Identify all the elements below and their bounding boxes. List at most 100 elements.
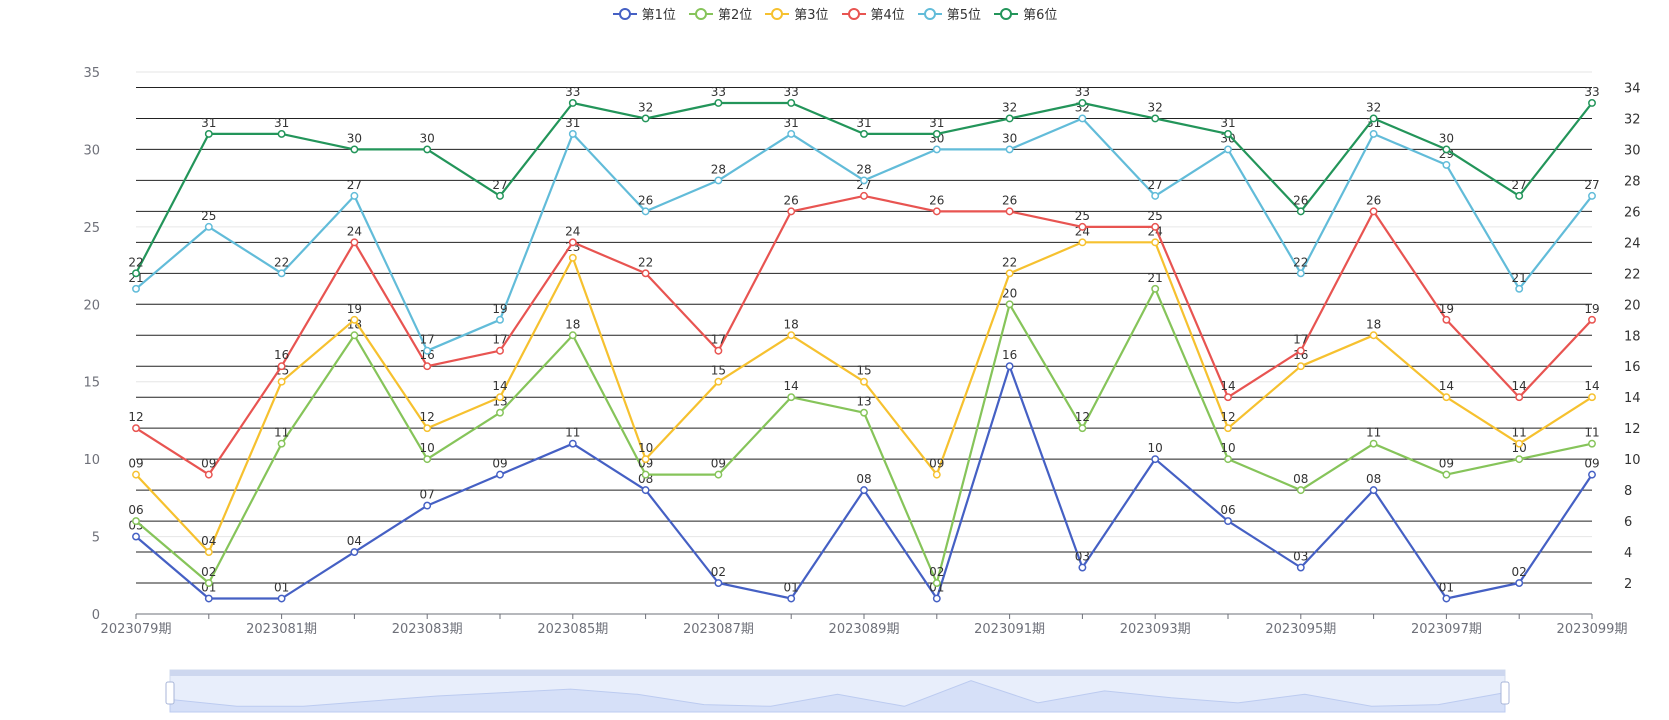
legend-line-circle-icon bbox=[688, 7, 713, 20]
data-point bbox=[641, 269, 650, 278]
legend-item-3[interactable]: 第3位 bbox=[764, 4, 829, 23]
data-label: 30 bbox=[420, 131, 435, 145]
data-point bbox=[423, 424, 432, 433]
y-tick-label-right: 4 bbox=[1624, 546, 1632, 561]
data-point bbox=[1588, 191, 1596, 200]
chart-legend: 第1位 第2位 第3位 第4位 第5位 第6位 bbox=[0, 4, 1669, 23]
data-label: 26 bbox=[1366, 193, 1381, 207]
data-point bbox=[714, 346, 723, 355]
data-label: 18 bbox=[784, 317, 799, 331]
legend-label: 第2位 bbox=[717, 8, 753, 23]
data-label: 12 bbox=[1075, 410, 1090, 424]
legend-item-4[interactable]: 第4位 bbox=[841, 4, 905, 23]
legend-item-2[interactable]: 第2位 bbox=[688, 4, 752, 23]
data-label: 17 bbox=[711, 333, 726, 347]
legend-item-5[interactable]: 第5位 bbox=[917, 4, 981, 23]
data-point bbox=[1369, 207, 1378, 216]
x-tick-label: 2023099期 bbox=[1557, 622, 1628, 637]
data-point bbox=[1369, 439, 1378, 448]
x-tick-label: 2023079期 bbox=[101, 622, 172, 637]
legend-item-1[interactable]: 第1位 bbox=[612, 4, 676, 23]
zoom-slider-preview bbox=[169, 680, 1506, 713]
y-tick-label-right: 14 bbox=[1624, 391, 1641, 406]
data-point bbox=[568, 238, 577, 247]
data-label: 33 bbox=[565, 85, 580, 99]
legend-label: 第3位 bbox=[794, 8, 829, 23]
data-point bbox=[204, 594, 213, 603]
data-point bbox=[1369, 486, 1378, 495]
x-tick-label: 2023091期 bbox=[974, 622, 1045, 637]
data-point bbox=[204, 222, 213, 231]
data-label: 16 bbox=[274, 348, 289, 362]
legend-label: 第6位 bbox=[1023, 8, 1058, 23]
data-label: 14 bbox=[1512, 379, 1527, 393]
y-tick-label-right: 20 bbox=[1624, 298, 1641, 313]
y-tick-label-left: 5 bbox=[92, 531, 100, 546]
data-point bbox=[1151, 191, 1160, 200]
data-label: 10 bbox=[1148, 441, 1163, 455]
data-label: 12 bbox=[1220, 410, 1235, 424]
data-point bbox=[1442, 393, 1451, 402]
data-point bbox=[1588, 470, 1596, 479]
data-label: 31 bbox=[1220, 116, 1235, 130]
data-point bbox=[277, 129, 286, 138]
data-point bbox=[860, 129, 868, 138]
data-point bbox=[496, 346, 504, 355]
data-point bbox=[641, 455, 650, 464]
data-point bbox=[787, 129, 796, 138]
y-tick-label-right: 26 bbox=[1624, 205, 1641, 220]
data-point bbox=[568, 99, 577, 107]
data-label: 25 bbox=[201, 209, 216, 223]
y-tick-label-left: 0 bbox=[92, 608, 100, 623]
data-point bbox=[496, 191, 504, 200]
legend-item-6[interactable]: 第6位 bbox=[993, 4, 1057, 23]
data-label: 27 bbox=[1512, 178, 1527, 192]
data-label: 32 bbox=[1002, 100, 1017, 114]
data-label: 31 bbox=[929, 116, 944, 130]
data-point bbox=[350, 191, 359, 200]
data-label: 06 bbox=[1220, 503, 1235, 517]
data-point bbox=[641, 114, 650, 123]
y-tick-label-right: 30 bbox=[1624, 143, 1641, 158]
y-tick-label-left: 15 bbox=[83, 376, 100, 391]
data-point bbox=[1515, 439, 1524, 448]
data-label: 31 bbox=[274, 116, 289, 130]
data-label: 02 bbox=[711, 565, 726, 579]
data-point bbox=[1442, 145, 1451, 154]
data-label: 19 bbox=[347, 302, 362, 316]
data-point bbox=[860, 408, 868, 417]
data-label: 27 bbox=[1584, 178, 1599, 192]
data-point bbox=[1224, 145, 1232, 154]
data-point bbox=[1224, 393, 1232, 402]
data-point bbox=[1005, 300, 1014, 309]
data-point bbox=[714, 579, 723, 587]
data-point bbox=[204, 579, 213, 587]
data-point bbox=[423, 455, 432, 464]
data-label: 14 bbox=[492, 379, 507, 393]
data-label: 11 bbox=[1366, 426, 1381, 440]
data-point bbox=[132, 517, 140, 526]
y-tick-label-right: 12 bbox=[1624, 422, 1641, 437]
data-point bbox=[787, 331, 796, 340]
data-label: 27 bbox=[492, 178, 507, 192]
data-point bbox=[350, 238, 359, 247]
data-label: 25 bbox=[1148, 209, 1163, 223]
data-label: 31 bbox=[784, 116, 799, 130]
data-label: 28 bbox=[856, 162, 871, 176]
data-label: 01 bbox=[784, 581, 799, 595]
data-label: 14 bbox=[1584, 379, 1599, 393]
zoom-handle-right bbox=[1500, 681, 1510, 705]
data-label: 12 bbox=[420, 410, 435, 424]
data-point bbox=[1151, 455, 1160, 464]
data-point bbox=[787, 99, 796, 107]
data-point bbox=[132, 470, 140, 479]
data-label: 03 bbox=[1293, 550, 1308, 564]
y-tick-label-right: 18 bbox=[1624, 329, 1641, 344]
data-label: 31 bbox=[201, 116, 216, 130]
data-point bbox=[277, 362, 286, 371]
data-point bbox=[277, 377, 286, 386]
data-label: 26 bbox=[638, 193, 653, 207]
data-label: 14 bbox=[1439, 379, 1454, 393]
data-label: 33 bbox=[784, 85, 799, 99]
